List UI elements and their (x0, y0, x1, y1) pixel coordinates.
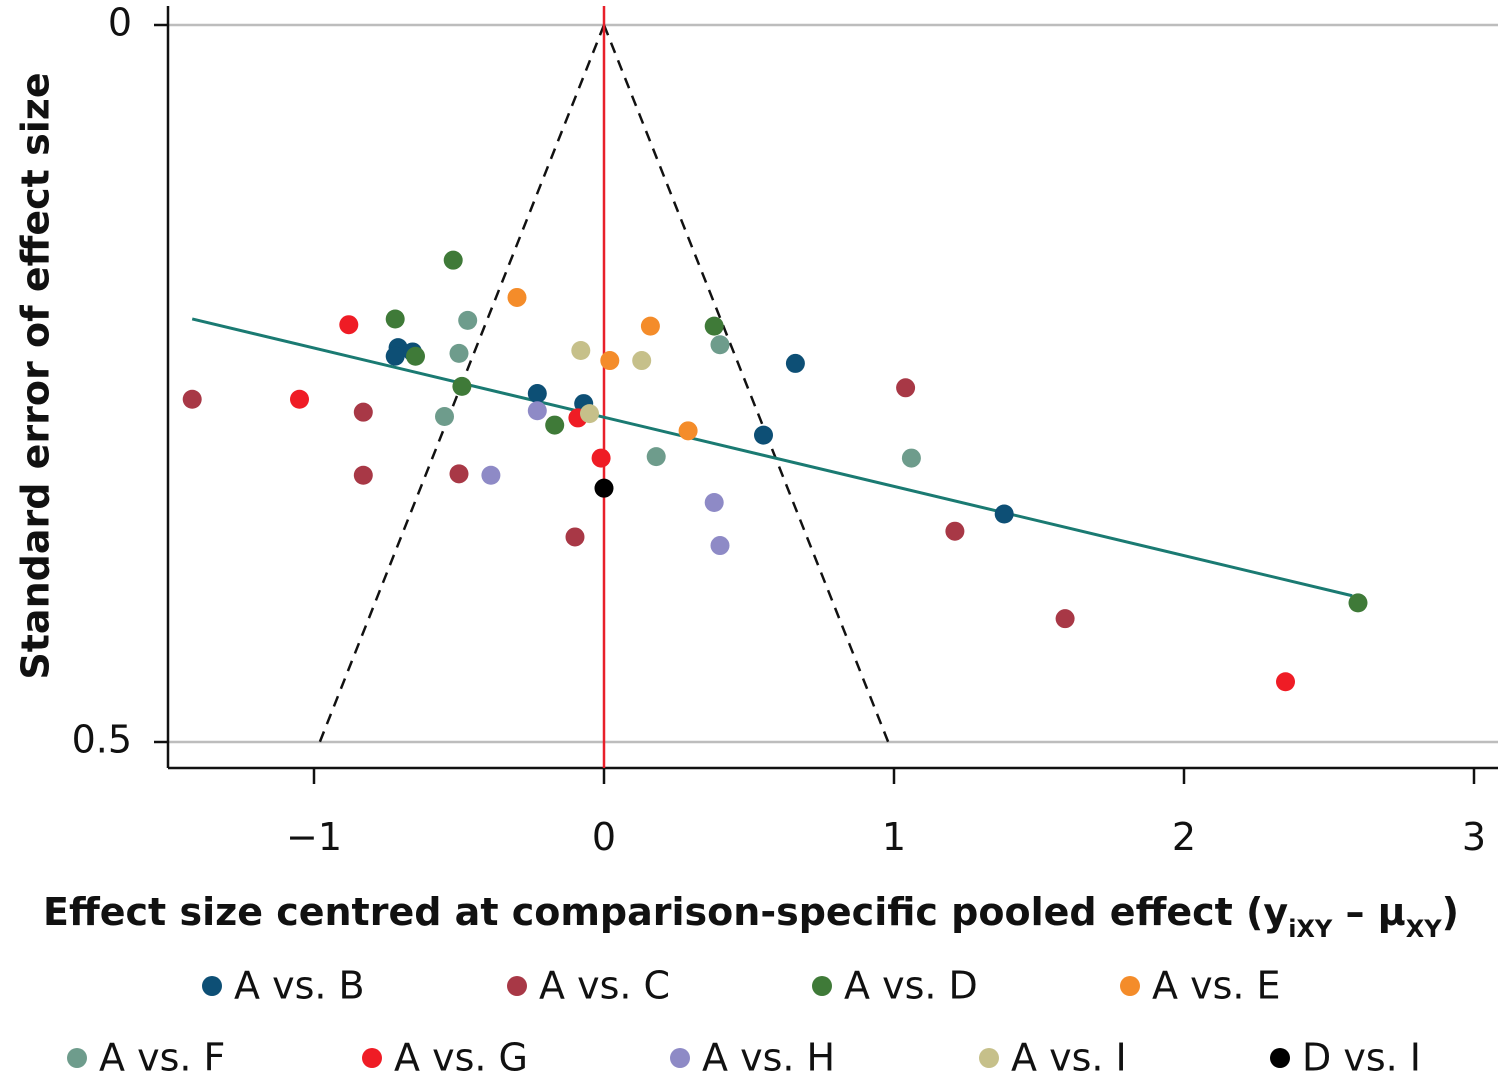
x-tick-label: 2 (1172, 815, 1196, 859)
y-axis-title: Standard error of effect size (14, 72, 58, 679)
data-point (385, 346, 405, 366)
data-point (339, 315, 359, 335)
x-tick-label: −1 (286, 815, 342, 859)
funnel-right-line (602, 24, 890, 743)
data-point (182, 389, 202, 409)
x-axis-title: Effect size centred at comparison-specif… (43, 890, 1459, 943)
data-point (1055, 609, 1075, 629)
legend-label: A vs. D (844, 964, 978, 1008)
legend-label: A vs. H (702, 1036, 835, 1080)
data-point (710, 335, 730, 355)
legend-marker (812, 976, 832, 996)
data-point (896, 378, 916, 398)
data-point (449, 464, 469, 484)
x-axis-title-main: Effect size centred at comparison-specif… (43, 890, 1288, 934)
x-tick-label: 1 (882, 815, 906, 859)
legend-label: A vs. C (539, 964, 670, 1008)
reference-lines (191, 6, 1353, 768)
data-point (994, 504, 1014, 524)
legend-marker (202, 976, 222, 996)
data-point (646, 447, 666, 467)
regression-line (191, 317, 1353, 598)
data-point (290, 389, 309, 409)
legend-label: A vs. E (1152, 964, 1281, 1008)
data-point (449, 343, 469, 363)
data-point (754, 425, 773, 445)
data-point (1276, 672, 1295, 692)
legend-label: A vs. I (1011, 1036, 1127, 1080)
x-tick-label: 3 (1462, 815, 1486, 859)
data-point (527, 401, 547, 421)
data-point (353, 402, 373, 422)
data-point (901, 448, 921, 468)
x-tick-label: 0 (592, 815, 616, 859)
x-axis-title-mid: – μ (1332, 890, 1405, 934)
legend-marker (67, 1048, 87, 1068)
data-point (678, 421, 698, 441)
data-point (481, 465, 501, 485)
data-point (458, 310, 478, 330)
data-point (353, 465, 373, 485)
data-point (443, 250, 463, 270)
legend: A vs. B A vs. C A vs. D A vs. E A vs. F A vs.… (67, 964, 1421, 1080)
legend-label: A vs. B (234, 964, 365, 1008)
plot-frame (166, 6, 1498, 770)
data-point (580, 404, 599, 424)
data-point (435, 406, 454, 426)
x-axis-title-end: ) (1442, 890, 1459, 934)
data-point (704, 316, 724, 336)
data-point (600, 351, 620, 371)
data-points (182, 250, 1368, 692)
x-axis-title-sub-1: iXY (1288, 915, 1333, 943)
data-point (710, 536, 730, 556)
y-tick-label: 0.5 (72, 718, 132, 762)
data-point (385, 309, 405, 329)
data-point (452, 376, 472, 396)
legend-marker (1120, 976, 1140, 996)
data-point (507, 287, 527, 307)
legend-marker (362, 1048, 382, 1068)
data-point (594, 478, 614, 498)
axis-ticks: 0 0.5 −1 0 1 2 3 (72, 1, 1487, 860)
data-point (406, 346, 425, 366)
legend-marker (670, 1048, 690, 1068)
legend-marker (979, 1048, 999, 1068)
legend-marker (507, 976, 527, 996)
data-point (571, 341, 591, 361)
legend-label: A vs. G (394, 1036, 528, 1080)
data-point (945, 521, 965, 541)
data-point (640, 316, 660, 336)
legend-label: D vs. I (1302, 1036, 1421, 1080)
data-point (565, 527, 585, 547)
data-point (704, 493, 724, 513)
data-point (632, 351, 652, 371)
data-point (527, 384, 547, 404)
legend-marker (1270, 1048, 1290, 1068)
data-point (545, 415, 565, 435)
x-axis-title-sub-2: XY (1406, 915, 1443, 943)
data-point (591, 448, 611, 468)
legend-label: A vs. F (99, 1036, 225, 1080)
data-point (785, 353, 805, 373)
gridlines (168, 23, 1498, 744)
y-tick-label: 0 (108, 1, 132, 45)
data-point (1348, 593, 1368, 613)
